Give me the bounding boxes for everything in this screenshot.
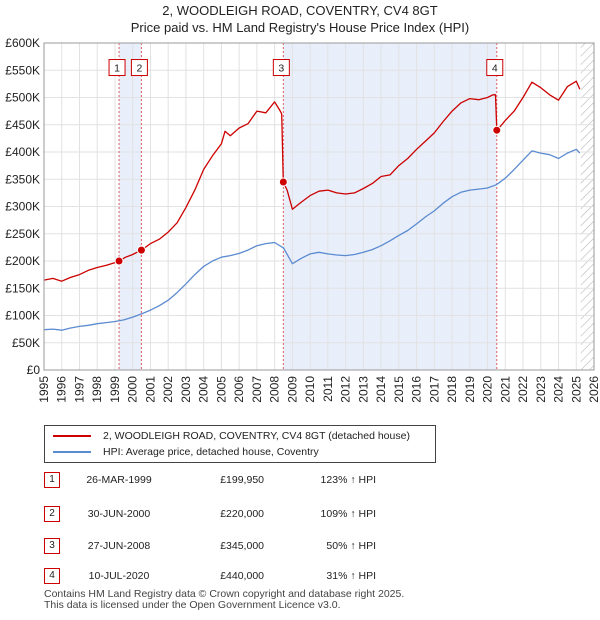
sale-label-box	[130, 59, 148, 77]
x-tick-label: 2025	[569, 376, 583, 403]
sale-hpi-diff: 109% ↑ HPI	[320, 508, 376, 520]
sale-label-box	[108, 59, 126, 77]
sale-point	[492, 125, 502, 135]
y-tick-label: £600K	[5, 36, 40, 50]
x-tick-label: 2024	[552, 376, 566, 403]
hpi-line	[43, 148, 581, 331]
x-tick-label: 2005	[214, 376, 228, 403]
x-tick-label: 2014	[374, 376, 388, 403]
sale-date: 10-JUL-2020	[88, 570, 150, 582]
y-tick-label: £200K	[5, 254, 40, 268]
sale-label-number: 4	[492, 63, 498, 75]
sale-number-badge: 3	[44, 538, 60, 554]
sale-date: 26-MAR-1999	[86, 474, 152, 486]
x-tick-label: 2015	[392, 376, 406, 403]
x-tick-label: 2006	[232, 376, 246, 403]
sale-label-box	[486, 59, 504, 77]
sale-price: £345,000	[220, 540, 264, 552]
x-tick-label: 2019	[463, 376, 477, 403]
sale-number-badge: 1	[44, 472, 60, 488]
x-tick-label: 2003	[179, 376, 193, 403]
sale-label-number: 1	[114, 63, 120, 75]
table-row: 4 10-JUL-2020 £440,000 31% ↑ HPI	[44, 568, 464, 584]
chart-title: 2, WOODLEIGH ROAD, COVENTRY, CV4 8GT	[162, 3, 438, 18]
y-tick-label: £100K	[5, 309, 40, 323]
sale-price: £440,000	[220, 570, 264, 582]
footer-line-licence: This data is licensed under the Open Gov…	[44, 599, 341, 611]
table-row: 1 26-MAR-1999 £199,950 123% ↑ HPI	[44, 472, 464, 488]
sale-point	[114, 256, 124, 266]
sale-point	[136, 245, 146, 255]
x-tick-label: 2008	[268, 376, 282, 403]
sale-number-badge: 4	[44, 568, 60, 584]
legend-swatch-property	[53, 435, 91, 437]
table-row: 2 30-JUN-2000 £220,000 109% ↑ HPI	[44, 506, 464, 522]
plot-frame	[43, 42, 595, 371]
x-tick-label: 2004	[197, 376, 211, 403]
y-tick-label: £50K	[12, 336, 40, 350]
sale-label-number: 3	[278, 63, 284, 75]
y-tick-label: £450K	[5, 118, 40, 132]
x-tick-label: 2007	[250, 376, 264, 403]
sale-label-box	[272, 59, 290, 77]
x-tick-label: 2021	[498, 376, 512, 403]
sale-label-number: 2	[136, 63, 142, 75]
y-tick-label: £500K	[5, 91, 40, 105]
footer-line-copyright: Contains HM Land Registry data © Crown c…	[44, 588, 405, 600]
x-tick-label: 2020	[481, 376, 495, 403]
x-tick-label: 1995	[37, 376, 51, 403]
attribution-footer: Contains HM Land Registry data © Crown c…	[44, 589, 404, 611]
sale-date: 27-JUN-2008	[87, 540, 151, 552]
y-tick-label: £150K	[5, 281, 40, 295]
sale-hpi-diff: 50% ↑ HPI	[326, 540, 376, 552]
x-tick-label: 2017	[427, 376, 441, 403]
sale-price: £199,950	[220, 474, 264, 486]
x-tick-label: 2001	[143, 376, 157, 403]
price-chart: 1 2 3 4 £0 £50K £100K £150K £200K £250K £300K £350…	[5, 36, 600, 403]
y-tick-label: £400K	[5, 145, 40, 159]
x-tick-label: 2010	[303, 376, 317, 403]
sale-price: £220,000	[220, 508, 264, 520]
x-tick-label: 2023	[534, 376, 548, 403]
sale-hpi-diff: 123% ↑ HPI	[320, 474, 376, 486]
x-tick-label: 2012	[339, 376, 353, 403]
x-tick-label: 2016	[410, 376, 424, 403]
y-tick-label: £550K	[5, 63, 40, 77]
chart-subtitle: Price paid vs. HM Land Registry's House …	[130, 20, 470, 35]
x-tick-label: 2013	[356, 376, 370, 403]
y-tick-label: £300K	[5, 200, 40, 214]
sale-hpi-diff: 31% ↑ HPI	[326, 570, 376, 582]
property-price-line	[43, 80, 581, 282]
x-tick-label: 1998	[90, 376, 104, 403]
x-tick-label: 2011	[321, 376, 335, 402]
x-tick-label: 2009	[285, 376, 299, 403]
x-tick-label: 1996	[55, 376, 69, 403]
x-tick-label: 2018	[445, 376, 459, 403]
x-tick-label: 2022	[516, 376, 530, 403]
sale-point	[278, 177, 288, 187]
legend-label-hpi: HPI: Average price, detached house, Cove…	[103, 446, 319, 458]
x-tick-label: 2026	[587, 376, 600, 403]
sale-number-badge: 2	[44, 506, 60, 522]
y-tick-label: £250K	[5, 227, 40, 241]
x-tick-label: 1997	[72, 376, 86, 403]
y-tick-label: £0	[27, 363, 41, 377]
y-tick-label: £350K	[5, 172, 40, 186]
legend-label-property: 2, WOODLEIGH ROAD, COVENTRY, CV4 8GT (de…	[103, 430, 410, 442]
x-tick-label: 1999	[108, 376, 122, 403]
x-tick-label: 2002	[161, 376, 175, 403]
chart-legend: 2, WOODLEIGH ROAD, COVENTRY, CV4 8GT (de…	[44, 425, 436, 463]
x-tick-label: 2000	[126, 376, 140, 403]
table-row: 3 27-JUN-2008 £345,000 50% ↑ HPI	[44, 538, 464, 554]
sale-date: 30-JUN-2000	[87, 508, 151, 520]
legend-swatch-hpi	[53, 451, 91, 453]
